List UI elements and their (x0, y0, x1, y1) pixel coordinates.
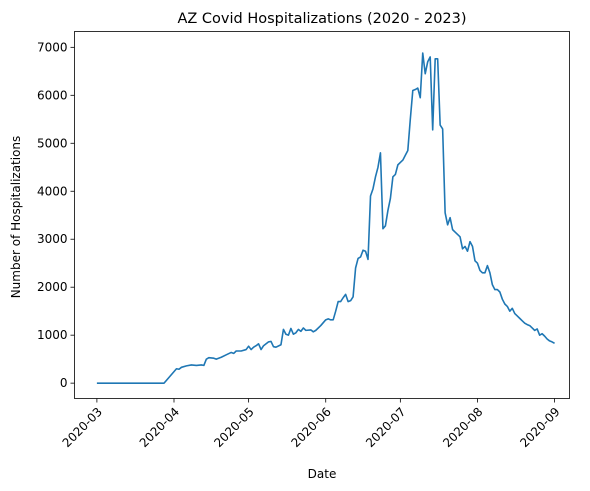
y-axis-label: Number of Hospitalizations (9, 136, 23, 299)
y-tick-label: 7000 (37, 40, 68, 54)
y-tick-label: 1000 (37, 328, 68, 342)
y-tick-label: 6000 (37, 88, 68, 102)
y-tick-label: 3000 (37, 232, 68, 246)
plot-frame (74, 31, 570, 399)
x-tick-label: 2020-04 (137, 405, 182, 450)
y-tick-label: 0 (60, 376, 68, 390)
x-tick-label: 2020-07 (363, 405, 408, 450)
x-tick-label: 2020-06 (288, 405, 333, 450)
y-tick-label: 4000 (37, 184, 68, 198)
chart-title: AZ Covid Hospitalizations (2020 - 2023) (177, 11, 466, 27)
y-tick-label: 2000 (37, 280, 68, 294)
x-tick-label: 2020-03 (60, 405, 105, 450)
x-tick-label: 2020-08 (440, 405, 485, 450)
y-tick-label: 5000 (37, 136, 68, 150)
x-tick-label: 2020-09 (517, 405, 562, 450)
y-axis: 0 1000 2000 3000 4000 5000 6000 7000 (37, 40, 75, 390)
x-tick-label: 2020-05 (211, 405, 256, 450)
x-axis: 2020-03 2020-04 2020-05 2020-06 2020-07 2020-… (60, 398, 563, 450)
x-axis-label: Date (308, 467, 337, 481)
series-line (96, 52, 555, 384)
